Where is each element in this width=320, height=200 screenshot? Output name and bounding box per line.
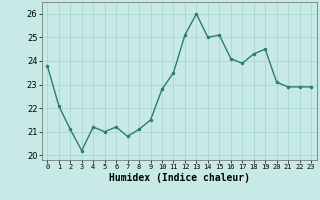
- X-axis label: Humidex (Indice chaleur): Humidex (Indice chaleur): [109, 173, 250, 183]
